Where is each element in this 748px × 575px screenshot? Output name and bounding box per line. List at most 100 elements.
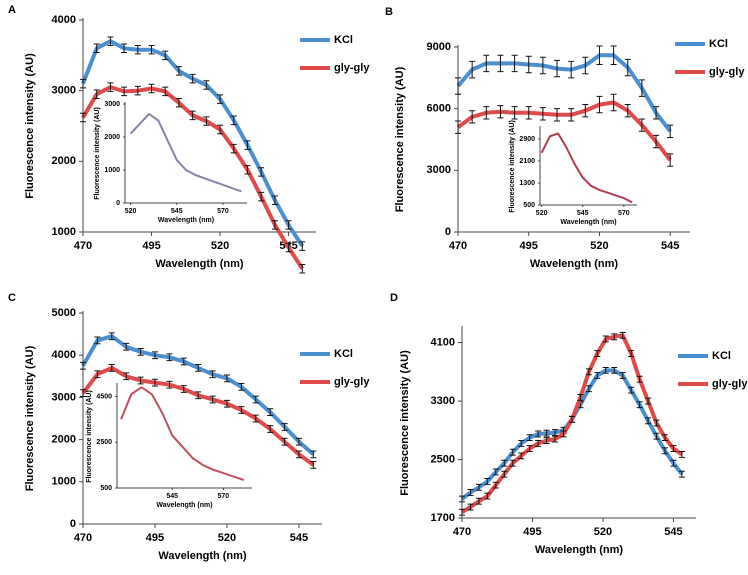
inset-x-label: Wavelength (nm): [560, 219, 616, 226]
error-bar: [189, 110, 196, 121]
error-bar: [526, 434, 533, 442]
error-bar: [509, 448, 516, 456]
error-bar: [497, 54, 504, 73]
error-bar: [162, 86, 169, 97]
y-tick-label: 4000: [52, 14, 76, 26]
error-bar: [455, 77, 461, 95]
x-tick-label: 495: [520, 240, 538, 252]
error-bar: [678, 451, 685, 458]
error-bar: [492, 481, 499, 489]
error-bar: [467, 489, 474, 496]
series-line: [540, 132, 633, 204]
error-bar: [189, 73, 196, 84]
x-tick-label: 495: [523, 526, 541, 538]
error-bar: [585, 385, 592, 393]
error-bar: [552, 429, 559, 436]
error-bar: [281, 423, 288, 431]
x-tick-label: 520: [536, 210, 548, 217]
x-tick-label: 570: [618, 210, 630, 217]
error-bar: [475, 483, 482, 491]
y-tick-label: 2000: [104, 134, 120, 141]
x-axis-label: Wavelength (nm): [158, 550, 247, 562]
legend-label: gly-gly: [709, 66, 745, 78]
error-bar: [469, 60, 476, 79]
error-bar: [467, 503, 474, 511]
error-bar: [134, 85, 141, 96]
error-bar: [577, 394, 584, 401]
error-bar: [667, 124, 674, 138]
error-bar: [518, 440, 525, 447]
error-bar: [310, 450, 317, 459]
error-bar: [281, 437, 288, 446]
error-bar: [137, 376, 144, 385]
x-tick-label: 545: [171, 208, 183, 215]
y-tick-label: 0: [116, 200, 120, 207]
legend-label: gly-gly: [334, 376, 370, 388]
error-bar: [509, 459, 516, 467]
y-tick-label: 1000: [104, 167, 120, 174]
error-bar: [244, 140, 251, 150]
error-bar: [180, 385, 187, 393]
y-tick-label: 1000: [52, 226, 76, 238]
error-bar: [596, 45, 603, 65]
error-bar: [203, 116, 210, 126]
inset-y-label: Fluorescence intensity (AU): [509, 120, 516, 213]
error-bar: [628, 386, 635, 394]
series-line: [456, 100, 672, 162]
error-bar: [596, 95, 603, 114]
x-tick-label: 470: [449, 240, 467, 252]
x-tick-label: 545: [166, 493, 178, 500]
x-tick-label: 545: [290, 532, 308, 544]
x-tick-label: 470: [74, 240, 92, 252]
x-tick-label: 470: [74, 532, 92, 544]
error-bar: [238, 382, 245, 391]
error-bar: [610, 45, 617, 65]
error-bar: [267, 408, 274, 417]
legend-label: gly-gly: [712, 378, 748, 390]
error-bar: [483, 54, 490, 73]
error-bar: [258, 191, 265, 202]
error-bar: [94, 370, 101, 379]
error-bar: [511, 54, 518, 73]
error-bar: [501, 470, 508, 478]
series-line: [456, 53, 672, 133]
error-bar: [134, 44, 141, 55]
panel: C 0 1000 2000 3000 4000 5000 470 495 520 545 Wavele…: [8, 292, 370, 562]
error-bar: [552, 435, 559, 443]
error-bar: [653, 419, 660, 427]
y-tick-label: 3000: [52, 391, 76, 403]
panel-label: D: [390, 292, 398, 304]
error-bar: [148, 83, 155, 94]
error-bar: [203, 80, 210, 90]
error-bar: [148, 44, 155, 55]
error-bar: [252, 395, 259, 404]
error-bar: [195, 363, 202, 372]
y-tick-label: 500: [523, 202, 535, 209]
error-bar: [568, 415, 575, 423]
error-bar: [624, 58, 631, 77]
x-axis-label: Wavelength (nm): [530, 258, 619, 270]
error-bar: [137, 347, 144, 356]
y-tick-label: 0: [70, 518, 76, 530]
error-bar: [223, 399, 230, 408]
error-bar: [469, 110, 476, 124]
error-bar: [80, 112, 86, 123]
error-bar: [455, 120, 461, 134]
error-bar: [94, 336, 101, 345]
error-bar: [661, 434, 668, 442]
legend-label: KCl: [334, 34, 353, 46]
error-bar: [594, 372, 601, 379]
series-line: [460, 368, 684, 501]
error-bar: [636, 375, 643, 383]
panel-label: B: [385, 6, 393, 18]
error-bar: [653, 134, 660, 149]
error-bar: [80, 78, 86, 89]
error-bar: [554, 108, 561, 122]
y-tick-label: 500: [100, 485, 112, 492]
error-bar: [151, 378, 158, 387]
legend-label: KCl: [712, 350, 731, 362]
error-bar: [619, 372, 626, 379]
